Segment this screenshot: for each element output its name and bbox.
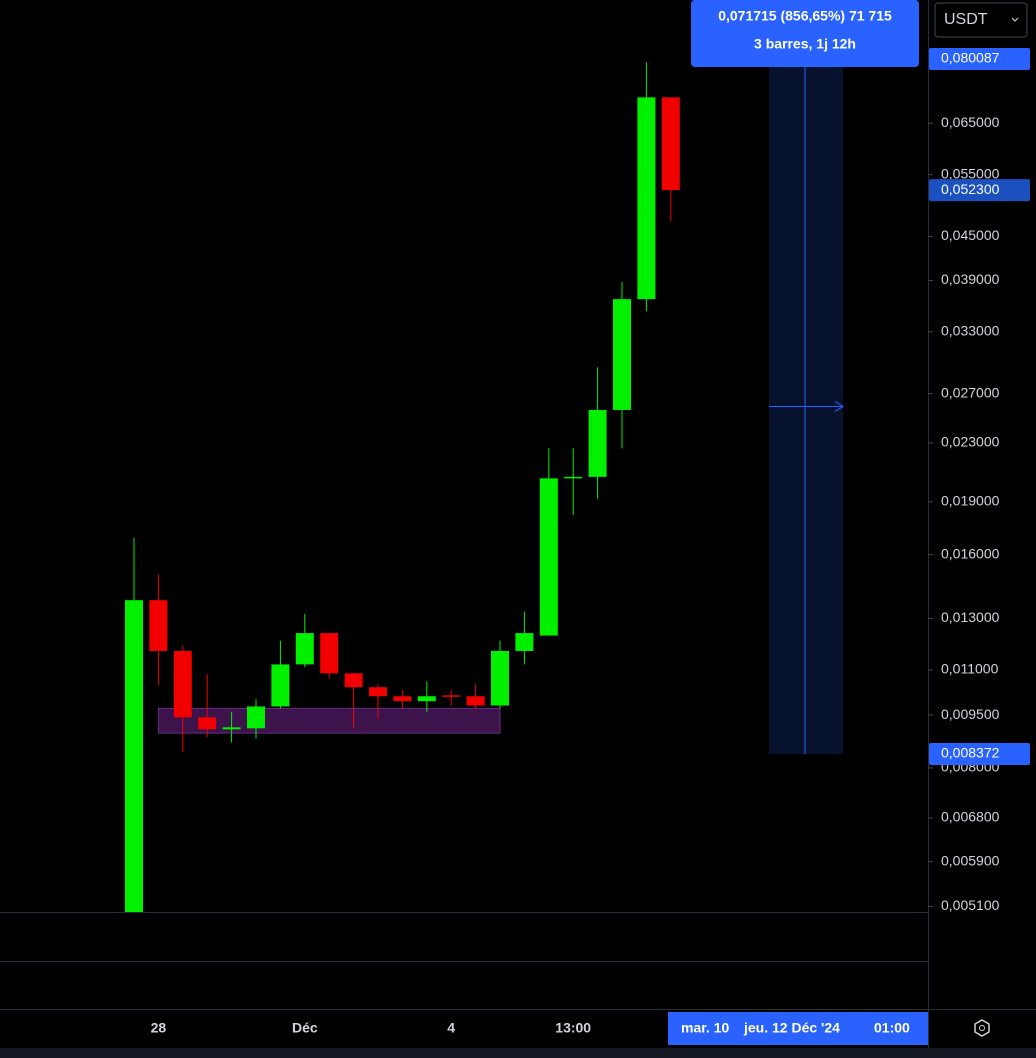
- x-tick-label: Déc: [292, 1020, 318, 1036]
- candle-body: [295, 633, 314, 665]
- candle-body: [588, 409, 607, 477]
- candle-body: [442, 695, 461, 697]
- x-tick-label: 28: [151, 1020, 167, 1036]
- candle-body: [125, 600, 143, 912]
- dropdown-icon: [1011, 17, 1019, 22]
- candle-body: [320, 633, 339, 674]
- price-label-box: [929, 742, 1030, 765]
- candle-body: [466, 696, 485, 706]
- candle-body: [247, 706, 265, 729]
- y-tick-label: 0,009500: [941, 706, 1000, 722]
- candle-body: [417, 696, 436, 702]
- time-cursor-label: mar. 10: [681, 1020, 729, 1036]
- y-tick-label: 0,006800: [941, 809, 1000, 825]
- currency-label: USDT: [944, 11, 988, 28]
- candle-body: [344, 673, 363, 688]
- y-tick-label: 0,039000: [941, 271, 1000, 287]
- y-tick-label: 0,005900: [941, 852, 1000, 868]
- tooltip-line: 3 barres, 1j 12h: [754, 36, 856, 52]
- price-label-box: [929, 179, 1030, 202]
- candle-body: [613, 299, 631, 410]
- price-label: 0,008372: [941, 745, 1000, 761]
- y-tick-label: 0,016000: [941, 545, 1000, 561]
- y-tick-label: 0,019000: [941, 492, 1000, 508]
- tooltip: [691, 0, 919, 67]
- bottom-bar: [0, 1048, 1036, 1058]
- candle-body: [491, 650, 509, 706]
- candle-body: [222, 727, 241, 730]
- time-cursor-label: 01:00: [874, 1020, 910, 1036]
- y-tick-label: 0,045000: [941, 227, 1000, 243]
- y-tick-label: 0,011000: [941, 661, 999, 677]
- candle-body: [149, 600, 168, 651]
- y-tick-label: 0,033000: [941, 323, 1000, 339]
- y-tick-label: 0,013000: [941, 609, 1000, 625]
- candle-body: [661, 97, 680, 191]
- y-tick-label: 0,027000: [941, 384, 1000, 400]
- settings-icon[interactable]: [974, 1019, 990, 1037]
- price-label: 0,080087: [941, 50, 1000, 66]
- y-tick-label: 0,055000: [941, 165, 1000, 181]
- candle-body: [393, 696, 412, 702]
- price-pane: [125, 58, 844, 912]
- candle-body: [564, 476, 583, 479]
- time-cursor-label: jeu. 12 Déc '24: [743, 1020, 840, 1036]
- tooltip-line: 0,071715 (856,65%) 71 715: [718, 8, 892, 24]
- settings-icon-dot: [979, 1025, 985, 1031]
- candle-body: [539, 478, 558, 636]
- currency-select[interactable]: [934, 2, 1028, 38]
- measure-arrow: [834, 401, 844, 412]
- y-tick-label: 0,005100: [941, 897, 1000, 913]
- y-tick-label: 0,023000: [941, 434, 1000, 450]
- price-label: 0,052300: [941, 181, 1000, 197]
- x-tick-label: 13:00: [555, 1020, 591, 1036]
- time-cursor: [733, 1012, 863, 1045]
- candle-body: [637, 97, 656, 300]
- x-tick-label: 4: [447, 1020, 455, 1036]
- y-tick-label: 0,065000: [941, 114, 1000, 130]
- candle-body: [271, 664, 290, 707]
- candle-body: [515, 633, 534, 651]
- candle-body: [173, 650, 192, 718]
- price-label-box: [929, 47, 1030, 70]
- candle-body: [369, 687, 387, 697]
- candle-body: [198, 717, 217, 730]
